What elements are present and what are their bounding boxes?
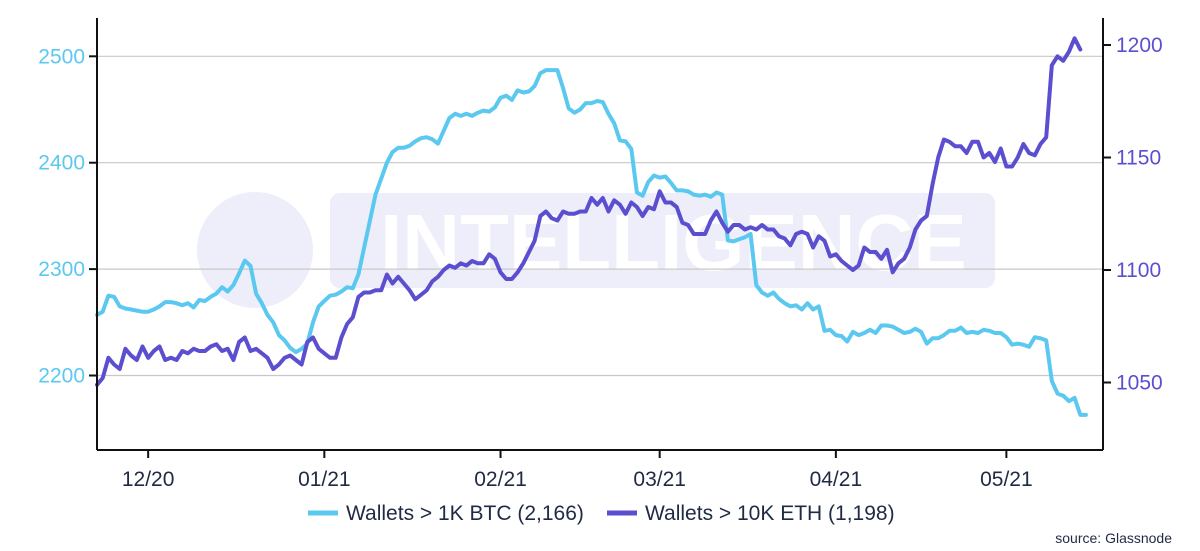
x-tick-label: 03/21 xyxy=(633,468,686,491)
x-tick-label: 04/21 xyxy=(810,468,863,491)
x-tick-label: 02/21 xyxy=(474,468,527,491)
watermark: INTELLIGENCE xyxy=(197,192,995,308)
legend: Wallets > 1K BTC (2,166) Wallets > 10K ET… xyxy=(308,502,895,525)
series-line-eth xyxy=(95,36,1083,387)
series-lines xyxy=(95,36,1088,417)
y-right-tick-label: 1200 xyxy=(1116,34,1163,57)
y-right-tick-label: 1150 xyxy=(1116,147,1161,170)
y-right-tick-label: 1100 xyxy=(1116,259,1161,282)
series-line-btc xyxy=(95,68,1088,417)
y-left-tick-label: 2400 xyxy=(38,152,85,175)
legend-label: Wallets > 10K ETH (1,198) xyxy=(645,502,895,525)
y-left-tick-label: 2500 xyxy=(38,45,85,68)
x-tick-label: 05/21 xyxy=(980,468,1033,491)
y-left-tick-label: 2200 xyxy=(38,365,85,388)
x-tick-label: 12/20 xyxy=(122,468,175,491)
source-label: source: Glassnode xyxy=(1055,530,1172,546)
watermark-text: INTELLIGENCE xyxy=(380,198,967,287)
x-tick-label: 01/21 xyxy=(298,468,351,491)
legend-label: Wallets > 1K BTC (2,166) xyxy=(346,502,584,525)
axes xyxy=(96,18,1104,451)
y-right-tick-label: 1050 xyxy=(1116,372,1163,395)
watermark-logo-circle xyxy=(197,192,313,308)
ticks: 2200 2300 2400 2500 1050 1100 1150 1200 12/20 01/… xyxy=(38,34,1162,491)
y-left-tick-label: 2300 xyxy=(38,258,85,281)
